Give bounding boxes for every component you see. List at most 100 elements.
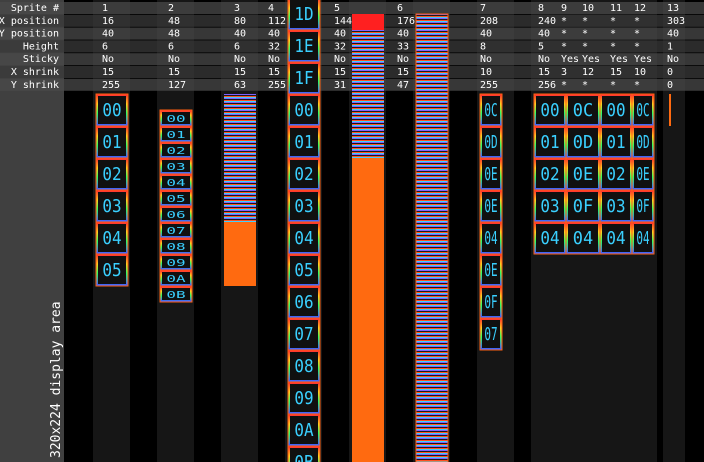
cell: 10 <box>480 67 492 78</box>
tile-border <box>288 190 320 222</box>
tile-label: 01 <box>540 132 559 153</box>
tile-border <box>96 254 128 286</box>
tile-label: 02 <box>294 164 313 185</box>
cell: * <box>561 16 567 27</box>
tile-border <box>480 286 502 318</box>
tile-label: 01 <box>102 132 121 153</box>
cell: 7 <box>480 3 486 14</box>
cell: 48 <box>168 16 180 27</box>
tile-border <box>96 222 128 254</box>
tile-border <box>288 126 320 158</box>
tile-border <box>600 94 632 126</box>
tile-border <box>96 158 128 190</box>
tile-label: 02 <box>606 164 625 185</box>
tile-label: 03 <box>540 196 559 217</box>
cell: 40 <box>268 29 280 40</box>
cell: * <box>561 41 567 52</box>
cell: * <box>634 16 640 27</box>
cell: * <box>610 29 616 40</box>
tile-label: 0E <box>484 164 497 185</box>
tile-label: 05 <box>102 260 121 281</box>
tile-label: 0F <box>636 196 649 217</box>
row-label: Y position <box>0 29 59 40</box>
tile-label: 06 <box>294 292 313 313</box>
cell: 3 <box>561 67 567 78</box>
tile-border <box>96 94 128 126</box>
row-label: X shrink <box>11 67 59 78</box>
cell: 127 <box>168 80 186 91</box>
top-block <box>352 14 384 30</box>
tile-frame <box>631 221 655 255</box>
cell: 1 <box>102 3 108 14</box>
tile-label: 0E <box>484 196 497 217</box>
tile-border <box>534 158 566 190</box>
tile-label: 0E <box>573 164 593 185</box>
row-label: Sticky <box>23 54 59 65</box>
cell: 0 <box>667 67 673 78</box>
tile-border <box>160 110 192 126</box>
tile-label: 0E <box>636 164 649 185</box>
tile-label: 03 <box>102 196 121 217</box>
tile-border <box>632 158 654 190</box>
cell: 15 <box>538 67 550 78</box>
cell: 112 <box>268 16 286 27</box>
cell: * <box>634 80 640 91</box>
tile-label: 07 <box>484 324 497 345</box>
fill-block <box>352 158 384 462</box>
tile-label: 1E <box>294 36 313 57</box>
cell: 1 <box>667 41 673 52</box>
tile-border <box>288 62 320 94</box>
cell: 33 <box>397 41 409 52</box>
tile-border <box>534 126 566 158</box>
cell: No <box>102 54 114 65</box>
tile-label: 06 <box>166 210 186 221</box>
cell: Yes <box>634 54 652 65</box>
tile-label: 00 <box>540 100 559 121</box>
tile-border <box>160 174 192 190</box>
tile-label: 0E <box>484 260 497 281</box>
tile-label: 0C <box>484 100 497 121</box>
tile-border <box>288 0 320 30</box>
tile-label: 01 <box>606 132 625 153</box>
tile-border <box>288 158 320 190</box>
tile-label: 01 <box>166 130 186 141</box>
cell: 10 <box>634 67 646 78</box>
cell: * <box>610 41 616 52</box>
tile-border <box>160 286 192 302</box>
tile-label: 0D <box>636 132 649 153</box>
cell: 5 <box>538 41 544 52</box>
cell: 15 <box>397 67 409 78</box>
cell: 11 <box>610 3 622 14</box>
squashed-sprite <box>352 30 384 158</box>
header-row <box>0 2 704 14</box>
tile-border <box>632 222 654 254</box>
tile-border <box>288 286 320 318</box>
cell: 208 <box>480 16 498 27</box>
cell: 12 <box>582 67 594 78</box>
cell: 16 <box>102 16 114 27</box>
tile-label: 0C <box>573 100 593 121</box>
tile-label: 04 <box>540 228 559 249</box>
tile-label: 05 <box>166 194 185 205</box>
tile-label: 0A <box>294 420 313 441</box>
cell: 15 <box>268 67 280 78</box>
tile-border <box>480 190 502 222</box>
cell: 144 <box>334 16 352 27</box>
cell: No <box>168 54 180 65</box>
cell: * <box>582 41 588 52</box>
cell: * <box>561 29 567 40</box>
row-label: Y shrink <box>11 80 59 91</box>
cell: Yes <box>582 54 600 65</box>
fill-block <box>224 222 256 286</box>
tile-frame <box>95 253 129 287</box>
cell: 2 <box>168 3 174 14</box>
tile-label: 1D <box>294 4 313 25</box>
tile-frame <box>159 285 193 303</box>
tile-label: 04 <box>636 228 649 249</box>
cell: * <box>582 16 588 27</box>
tile-label: 0A <box>166 274 186 285</box>
tile-label: 02 <box>102 164 121 185</box>
tile-border <box>160 222 192 238</box>
tile-border <box>534 190 566 222</box>
